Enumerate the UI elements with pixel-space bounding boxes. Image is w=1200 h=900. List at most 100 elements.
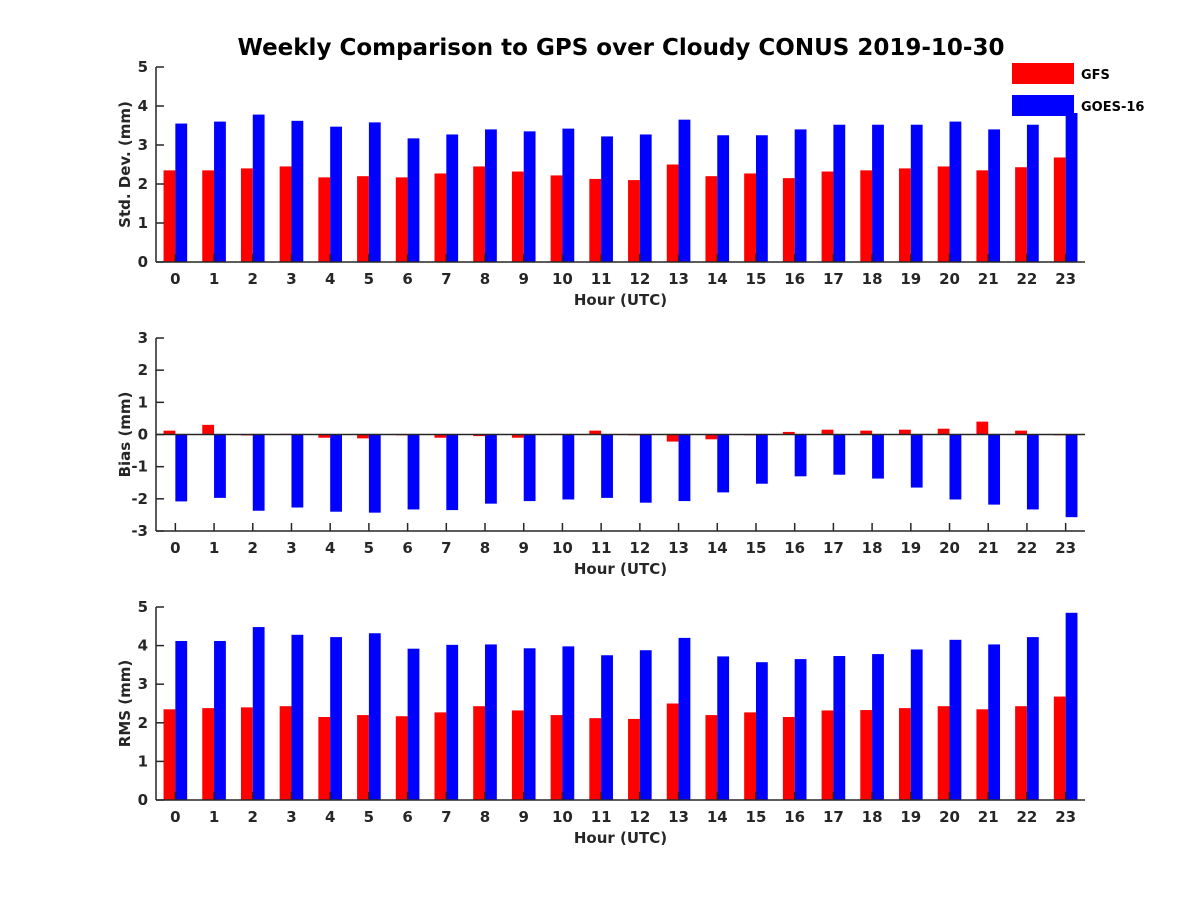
bar-goes-16-2	[252, 114, 265, 262]
x-tick-label: 23	[1055, 270, 1076, 288]
bar-gfs-3	[279, 706, 292, 800]
x-tick-label: 20	[939, 539, 960, 557]
bar-gfs-5	[357, 715, 369, 800]
x-tick-label: 7	[441, 539, 451, 557]
y-tick-label: 2	[138, 361, 148, 379]
y-tick-label: 0	[138, 253, 148, 271]
x-tick-label: 10	[552, 808, 573, 826]
x-tick-label: 11	[591, 270, 612, 288]
x-tick-label: 0	[170, 539, 180, 557]
bar-goes-16-0	[175, 434, 188, 502]
bar-gfs-21	[976, 421, 989, 435]
bar-goes-16-12	[639, 650, 652, 800]
x-tick-label: 1	[209, 808, 219, 826]
bar-goes-16-3	[291, 634, 304, 800]
x-tick-label: 17	[823, 270, 844, 288]
bar-goes-16-0	[175, 123, 188, 262]
x-tick-label: 22	[1017, 539, 1038, 557]
x-tick-label: 12	[629, 270, 650, 288]
bar-gfs-13	[666, 703, 679, 800]
bar-gfs-19	[899, 708, 911, 800]
bar-gfs-16	[782, 431, 795, 435]
x-tick-label: 8	[480, 270, 490, 288]
bar-goes-16-22	[1026, 637, 1039, 800]
bar-goes-16-10	[562, 128, 575, 262]
x-tick-label: 13	[668, 808, 689, 826]
x-tick-label: 4	[325, 808, 335, 826]
x-tick-label: 9	[519, 808, 529, 826]
bar-goes-16-23	[1065, 113, 1078, 263]
y-tick-label: 3	[138, 329, 148, 347]
bar-gfs-13	[666, 164, 679, 262]
x-tick-label: 15	[746, 270, 767, 288]
x-tick-label: 7	[441, 270, 451, 288]
x-tick-label: 5	[364, 270, 374, 288]
bar-gfs-12	[628, 718, 640, 800]
bar-goes-16-8	[485, 129, 497, 262]
bar-goes-16-12	[639, 134, 652, 262]
bar-gfs-10	[550, 715, 563, 800]
x-tick-label: 8	[480, 539, 490, 557]
bar-gfs-4	[318, 717, 331, 800]
bar-goes-16-14	[717, 434, 730, 493]
x-tick-label: 19	[900, 808, 921, 826]
bar-gfs-15	[744, 173, 756, 262]
x-tick-label: 13	[668, 539, 689, 557]
x-tick-label: 9	[519, 270, 529, 288]
x-tick-label: 18	[862, 808, 883, 826]
bar-goes-16-14	[717, 656, 730, 800]
bar-gfs-22	[1015, 706, 1027, 800]
x-tick-label: 6	[402, 539, 412, 557]
bar-goes-16-19	[910, 434, 923, 488]
bar-gfs-2	[240, 707, 253, 800]
bar-gfs-11	[589, 430, 602, 435]
x-axis-label: Hour (UTC)	[574, 291, 667, 309]
bar-goes-16-9	[523, 131, 536, 262]
bar-gfs-10	[550, 175, 563, 262]
bar-goes-16-22	[1026, 434, 1039, 510]
bar-goes-16-21	[988, 129, 1001, 262]
bar-gfs-5	[357, 176, 369, 262]
bar-goes-16-5	[368, 434, 381, 513]
y-tick-label: 5	[138, 598, 148, 616]
bar-gfs-7	[434, 173, 447, 262]
bar-goes-16-10	[562, 434, 575, 500]
x-axis-label: Hour (UTC)	[574, 560, 667, 578]
bar-gfs-13	[666, 434, 679, 442]
x-tick-label: 14	[707, 808, 728, 826]
x-tick-label: 2	[248, 270, 258, 288]
y-axis-label: RMS (mm)	[116, 660, 134, 747]
bar-gfs-23	[1053, 696, 1066, 800]
x-tick-label: 9	[519, 539, 529, 557]
bar-gfs-18	[860, 170, 873, 262]
bar-goes-16-18	[872, 434, 884, 479]
bar-gfs-19	[899, 168, 911, 262]
x-tick-label: 1	[209, 270, 219, 288]
x-tick-label: 6	[402, 270, 412, 288]
x-tick-label: 16	[784, 808, 805, 826]
bar-gfs-20	[937, 428, 950, 435]
bar-gfs-14	[705, 434, 718, 440]
x-tick-label: 2	[248, 808, 258, 826]
x-tick-label: 4	[325, 270, 335, 288]
x-tick-label: 18	[862, 270, 883, 288]
bar-gfs-12	[628, 180, 640, 262]
bar-gfs-15	[744, 712, 756, 800]
bar-gfs-8	[473, 166, 486, 262]
bar-gfs-9	[511, 710, 524, 800]
y-tick-label: 1	[138, 393, 148, 411]
bar-gfs-8	[473, 706, 486, 800]
bar-goes-16-13	[678, 637, 691, 800]
chart-title: Weekly Comparison to GPS over Cloudy CON…	[238, 35, 1005, 61]
x-tick-label: 4	[325, 539, 335, 557]
y-tick-label: 4	[138, 637, 148, 655]
x-tick-label: 10	[552, 270, 573, 288]
y-tick-label: 0	[138, 426, 148, 444]
y-tick-label: 1	[138, 752, 148, 770]
bar-goes-16-18	[872, 124, 884, 262]
x-tick-label: 11	[591, 539, 612, 557]
x-tick-label: 20	[939, 808, 960, 826]
bar-goes-16-9	[523, 648, 536, 800]
